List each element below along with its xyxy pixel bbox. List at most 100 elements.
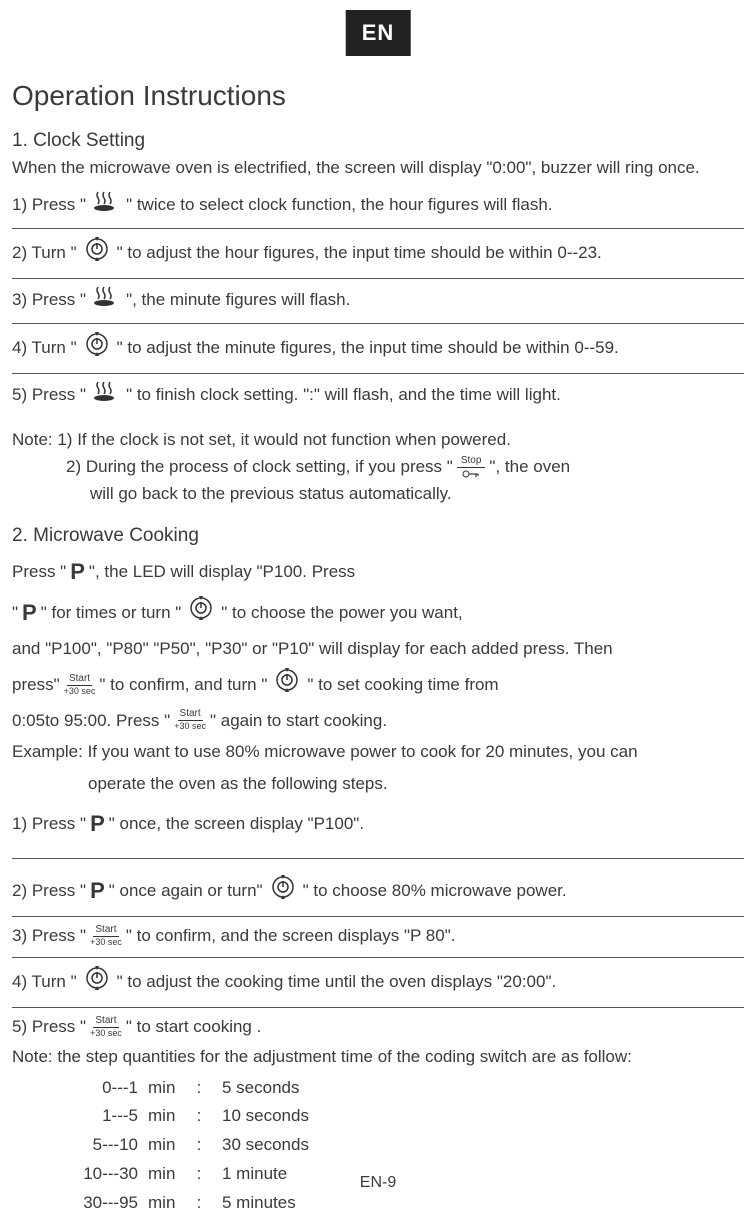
table-row: 5---10 min : 30 seconds <box>68 1131 744 1160</box>
unit-cell: min <box>138 1189 184 1218</box>
step-text: " once again or turn" <box>109 878 263 904</box>
clock-note: Note: 1) If the clock is not set, it wou… <box>12 418 744 512</box>
para-text: press" <box>12 670 60 700</box>
example-step-4: 4) Turn " " to adjust the cooking time u… <box>12 958 744 1009</box>
step-text: 5) Press " <box>12 1014 86 1040</box>
sep-cell: : <box>184 1074 214 1103</box>
range-cell: 30---95 <box>68 1189 138 1218</box>
step-text: 2) Turn " <box>12 240 77 266</box>
example-step-3: 3) Press " Start +30 sec " to confirm, a… <box>12 917 744 958</box>
step-cell: 5 minutes <box>214 1189 296 1218</box>
example-step-2: 2) Press " P " once again or turn" " to … <box>12 859 744 918</box>
example-step-1: 1) Press " P " once, the screen display … <box>12 801 744 858</box>
dial-icon <box>269 873 297 909</box>
microwave-para-4: press" Start +30 sec " to confirm, and t… <box>12 666 499 704</box>
step-text: 4) Turn " <box>12 969 77 995</box>
step-text: " to adjust the hour figures, the input … <box>117 240 602 266</box>
step-text: " to confirm, and the screen displays "P… <box>126 923 456 949</box>
step-text: ", the minute figures will flash. <box>126 287 350 313</box>
range-cell: 1---5 <box>68 1102 138 1131</box>
unit-cell: min <box>138 1102 184 1131</box>
dial-icon <box>83 964 111 1000</box>
example-line-2: operate the oven as the following steps. <box>12 769 744 799</box>
clock-step-4: 4) Turn " " to adjust the minute figures… <box>12 324 744 375</box>
table-row: 1---5 min : 10 seconds <box>68 1102 744 1131</box>
heat-icon <box>92 380 120 410</box>
para-text: " to choose the power you want, <box>221 598 462 628</box>
dial-icon <box>83 330 111 366</box>
step-text: " to adjust the cooking time until the o… <box>117 969 557 995</box>
note-text: ", the oven <box>489 453 570 480</box>
clock-step-5: 5) Press " " to finish clock setting. ":… <box>12 374 744 418</box>
stop-label: Stop <box>457 455 486 468</box>
start-top: Start <box>67 673 92 686</box>
step-text: " to choose 80% microwave power. <box>303 878 567 904</box>
clock-step-3: 3) Press " ", the minute figures will fl… <box>12 279 744 324</box>
start-icon: Start +30 sec <box>90 1015 122 1039</box>
note-line-3: will go back to the previous status auto… <box>12 480 744 507</box>
section-1-heading: 1. Clock Setting <box>12 130 744 152</box>
p-icon: P <box>90 807 105 840</box>
step-note-intro: Note: the step quantities for the adjust… <box>12 1042 744 1072</box>
note-line-1: Note: 1) If the clock is not set, it wou… <box>12 426 744 453</box>
step-cell: 30 seconds <box>214 1131 309 1160</box>
para-text: " again to start cooking. <box>210 706 387 736</box>
heat-icon <box>92 285 120 315</box>
p-icon: P <box>70 553 85 592</box>
dial-icon <box>273 666 301 704</box>
note-text: 2) During the process of clock setting, … <box>66 453 453 480</box>
p-icon: P <box>90 874 105 907</box>
p-icon: P <box>22 594 37 633</box>
para-text: Press " <box>12 557 66 587</box>
example-step-5: 5) Press " Start +30 sec " to start cook… <box>12 1008 744 1042</box>
start-bottom: +30 sec <box>174 721 206 732</box>
para-text: 0:05to 95:00. Press " <box>12 706 170 736</box>
dial-icon <box>187 594 215 632</box>
microwave-para-3: and "P100", "P80" "P50", "P30" or "P10" … <box>12 634 744 664</box>
start-bottom: +30 sec <box>90 1028 122 1039</box>
sep-cell: : <box>184 1102 214 1131</box>
sep-cell: : <box>184 1189 214 1218</box>
step-text: " to adjust the minute figures, the inpu… <box>117 335 619 361</box>
para-text: " to set cooking time from <box>307 670 498 700</box>
para-text: " to confirm, and turn " <box>99 670 267 700</box>
step-text: 4) Turn " <box>12 335 77 361</box>
table-row: 0---1 min : 5 seconds <box>68 1074 744 1103</box>
step-text: 1) Press " <box>12 192 86 218</box>
step-cell: 5 seconds <box>214 1074 300 1103</box>
clock-step-1: 1) Press " " twice to select clock funct… <box>12 184 744 229</box>
step-text: " to finish clock setting. ":" will flas… <box>126 382 561 408</box>
unit-cell: min <box>138 1074 184 1103</box>
microwave-para-5: 0:05to 95:00. Press " Start +30 sec " ag… <box>12 706 387 736</box>
step-text: 3) Press " <box>12 287 86 313</box>
stop-icon: Stop <box>457 455 486 478</box>
example-line-1: Example: If you want to use 80% microwav… <box>12 737 744 767</box>
step-text: " to start cooking . <box>126 1014 262 1040</box>
step-text: " once, the screen display "P100". <box>109 811 364 837</box>
section-2-heading: 2. Microwave Cooking <box>12 525 744 547</box>
page-title: Operation Instructions <box>12 80 744 112</box>
microwave-para-2: " P " for times or turn " " to choose th… <box>12 594 463 633</box>
dial-icon <box>83 235 111 271</box>
para-text: ", the LED will display "P100. Press <box>89 557 355 587</box>
document-content: Operation Instructions 1. Clock Setting … <box>12 80 744 1218</box>
step-text: 1) Press " <box>12 811 86 837</box>
para-text: " <box>12 598 18 628</box>
sep-cell: : <box>184 1131 214 1160</box>
step-text: 5) Press " <box>12 382 86 408</box>
start-icon: Start +30 sec <box>174 708 206 732</box>
start-top: Start <box>93 924 118 937</box>
range-cell: 0---1 <box>68 1074 138 1103</box>
table-row: 30---95 min : 5 minutes <box>68 1189 744 1218</box>
step-quantity-table: 0---1 min : 5 seconds 1---5 min : 10 sec… <box>68 1074 744 1218</box>
key-icon <box>462 470 480 478</box>
start-icon: Start +30 sec <box>90 924 122 948</box>
start-bottom: +30 sec <box>90 937 122 948</box>
heat-icon <box>92 190 120 220</box>
para-text: " for times or turn " <box>41 598 182 628</box>
range-cell: 5---10 <box>68 1131 138 1160</box>
step-text: 3) Press " <box>12 923 86 949</box>
page-number: EN-9 <box>0 1174 756 1192</box>
microwave-para-1: Press " P ", the LED will display "P100.… <box>12 553 355 592</box>
step-text: 2) Press " <box>12 878 86 904</box>
